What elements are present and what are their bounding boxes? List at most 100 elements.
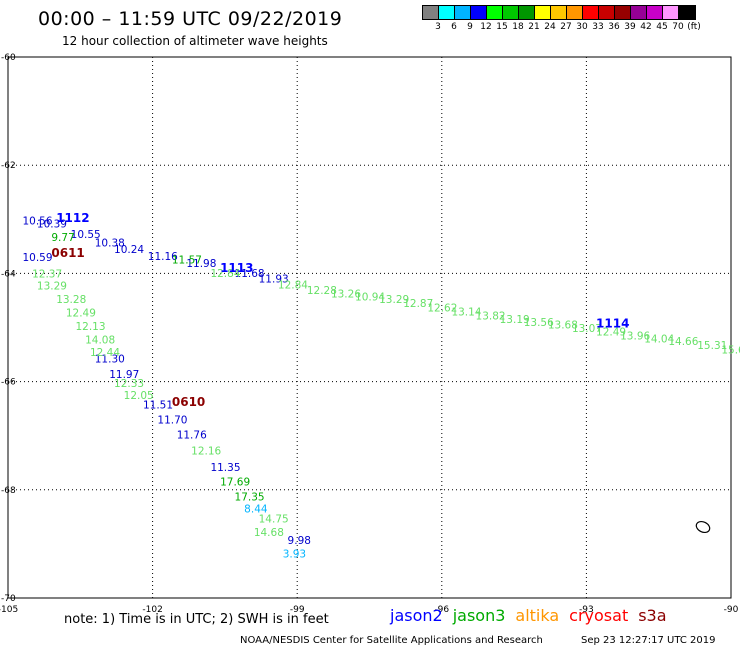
wave-height-label: 17.35 bbox=[235, 492, 265, 504]
timestamp-text: Sep 23 12:27:17 UTC 2019 bbox=[581, 635, 716, 646]
wave-height-label: 11.16 bbox=[148, 251, 178, 263]
wave-height-label: 13.68 bbox=[548, 320, 578, 332]
wave-height-label: 12.05 bbox=[124, 390, 154, 402]
lon-tick-label: -99 bbox=[290, 605, 305, 615]
wave-height-label: 11.70 bbox=[157, 414, 187, 426]
legend-swatch bbox=[551, 6, 567, 19]
wave-height-label: 13.82 bbox=[476, 310, 506, 322]
wave-height-label: 14.66 bbox=[668, 336, 698, 348]
wave-height-label: 12.37 bbox=[32, 269, 62, 281]
mission-label: altika bbox=[515, 606, 560, 625]
wave-height-label: 12.49 bbox=[596, 327, 626, 339]
island-outline bbox=[695, 520, 711, 534]
time-tag-label: 1112 bbox=[56, 211, 89, 225]
wave-height-label: 11.76 bbox=[177, 429, 207, 441]
wave-height-label: 9.77 bbox=[51, 232, 74, 244]
lon-tick-label: -93 bbox=[579, 605, 594, 615]
credit-text: NOAA/NESDIS Center for Satellite Applica… bbox=[240, 635, 543, 646]
legend-label: 18 bbox=[512, 22, 524, 32]
legend-label: 6 bbox=[451, 22, 457, 32]
wave-height-label: 10.94 bbox=[355, 291, 385, 303]
mission-label: jason2 bbox=[390, 606, 443, 625]
mission-label: cryosat bbox=[569, 606, 629, 625]
lat-tick-label: -62 bbox=[1, 161, 16, 171]
lon-tick-label: -102 bbox=[142, 605, 162, 615]
time-tag-label: 0611 bbox=[51, 246, 84, 260]
wave-height-label: 10.38 bbox=[95, 237, 125, 249]
wave-height-label: 14.04 bbox=[644, 334, 674, 346]
wave-height-label: 17.69 bbox=[220, 476, 250, 488]
wave-height-label: 13.29 bbox=[379, 294, 409, 306]
wave-height-label: 15.31 bbox=[697, 340, 727, 352]
time-tag-label: 1113 bbox=[220, 261, 253, 275]
wave-height-label: 12.33 bbox=[114, 378, 144, 390]
lat-tick-label: -66 bbox=[1, 378, 16, 388]
legend-label: 12 bbox=[480, 22, 492, 32]
wave-height-label: 11.97 bbox=[109, 369, 139, 381]
legend-swatches bbox=[422, 5, 696, 20]
legend-swatch bbox=[487, 6, 503, 19]
wave-height-label: 10.59 bbox=[22, 252, 52, 264]
legend-swatch bbox=[439, 6, 455, 19]
legend-swatch bbox=[615, 6, 631, 19]
wave-height-label: 10.39 bbox=[37, 218, 67, 230]
legend-swatch bbox=[663, 6, 679, 19]
mission-legend: jason2 jason3 altika cryosat s3a bbox=[390, 606, 677, 625]
wave-height-label: 14.75 bbox=[259, 513, 289, 525]
wave-height-label: 13.56 bbox=[524, 317, 554, 329]
wave-height-label: 11.68 bbox=[235, 268, 265, 280]
wave-height-label: 13.96 bbox=[620, 330, 650, 342]
wave-height-label: 10.55 bbox=[71, 229, 101, 241]
legend-label: 24 bbox=[544, 22, 556, 32]
mission-label: jason3 bbox=[452, 606, 506, 625]
legend-swatch bbox=[583, 6, 599, 19]
wave-height-label: 11.30 bbox=[95, 354, 125, 366]
wave-height-label: 13.26 bbox=[331, 289, 361, 301]
wave-height-label: 13.28 bbox=[56, 294, 86, 306]
legend-swatch bbox=[599, 6, 615, 19]
legend-label: (ft) bbox=[687, 22, 701, 32]
wave-height-label: 13.14 bbox=[451, 307, 481, 319]
legend-label: 9 bbox=[467, 22, 473, 32]
legend-swatch bbox=[423, 6, 439, 19]
legend-swatch bbox=[455, 6, 471, 19]
wave-height-label: 12.87 bbox=[403, 298, 433, 310]
lon-tick-label: -90 bbox=[724, 605, 739, 615]
wave-height-label: 12.62 bbox=[427, 302, 457, 314]
legend-label: 15 bbox=[496, 22, 508, 32]
page-subtitle: 12 hour collection of altimeter wave hei… bbox=[62, 34, 328, 48]
lat-tick-label: -68 bbox=[1, 486, 16, 496]
wave-height-label: 15.61 bbox=[721, 344, 740, 356]
wave-height-label: 10.24 bbox=[114, 244, 144, 256]
time-tag-label: 1114 bbox=[596, 317, 629, 331]
legend-swatch bbox=[519, 6, 535, 19]
wave-height-label: 3.93 bbox=[283, 548, 306, 560]
wave-height-label: 11.35 bbox=[210, 462, 240, 474]
wave-height-label: 12.49 bbox=[66, 308, 96, 320]
wave-height-label: 14.08 bbox=[85, 335, 115, 347]
wave-height-label: 8.44 bbox=[244, 504, 268, 516]
legend-swatch bbox=[631, 6, 647, 19]
wave-height-label: 11.51 bbox=[143, 400, 173, 412]
wave-height-label: 9.98 bbox=[288, 535, 311, 547]
wave-height-label: 10.56 bbox=[22, 216, 52, 228]
wave-height-label: 13.07 bbox=[572, 323, 602, 335]
legend-swatch bbox=[503, 6, 519, 19]
mission-label: s3a bbox=[638, 606, 667, 625]
footer-note: note: 1) Time is in UTC; 2) SWH is in fe… bbox=[64, 612, 329, 627]
wave-height-label: 12.28 bbox=[307, 285, 337, 297]
legend-label: 39 bbox=[624, 22, 636, 32]
legend-swatch bbox=[567, 6, 583, 19]
lat-tick-label: -64 bbox=[1, 269, 16, 279]
wave-height-label: 11.57 bbox=[172, 255, 202, 267]
legend-label: 33 bbox=[592, 22, 604, 32]
lon-tick-label: -96 bbox=[434, 605, 449, 615]
legend-label: 45 bbox=[656, 22, 668, 32]
wave-height-label: 12.84 bbox=[210, 268, 240, 280]
lon-tick-label: -105 bbox=[0, 605, 18, 615]
legend-label: 36 bbox=[608, 22, 620, 32]
wave-height-label: 13.19 bbox=[500, 314, 530, 326]
time-tag-label: 0610 bbox=[172, 395, 205, 409]
legend-label: 3 bbox=[435, 22, 441, 32]
